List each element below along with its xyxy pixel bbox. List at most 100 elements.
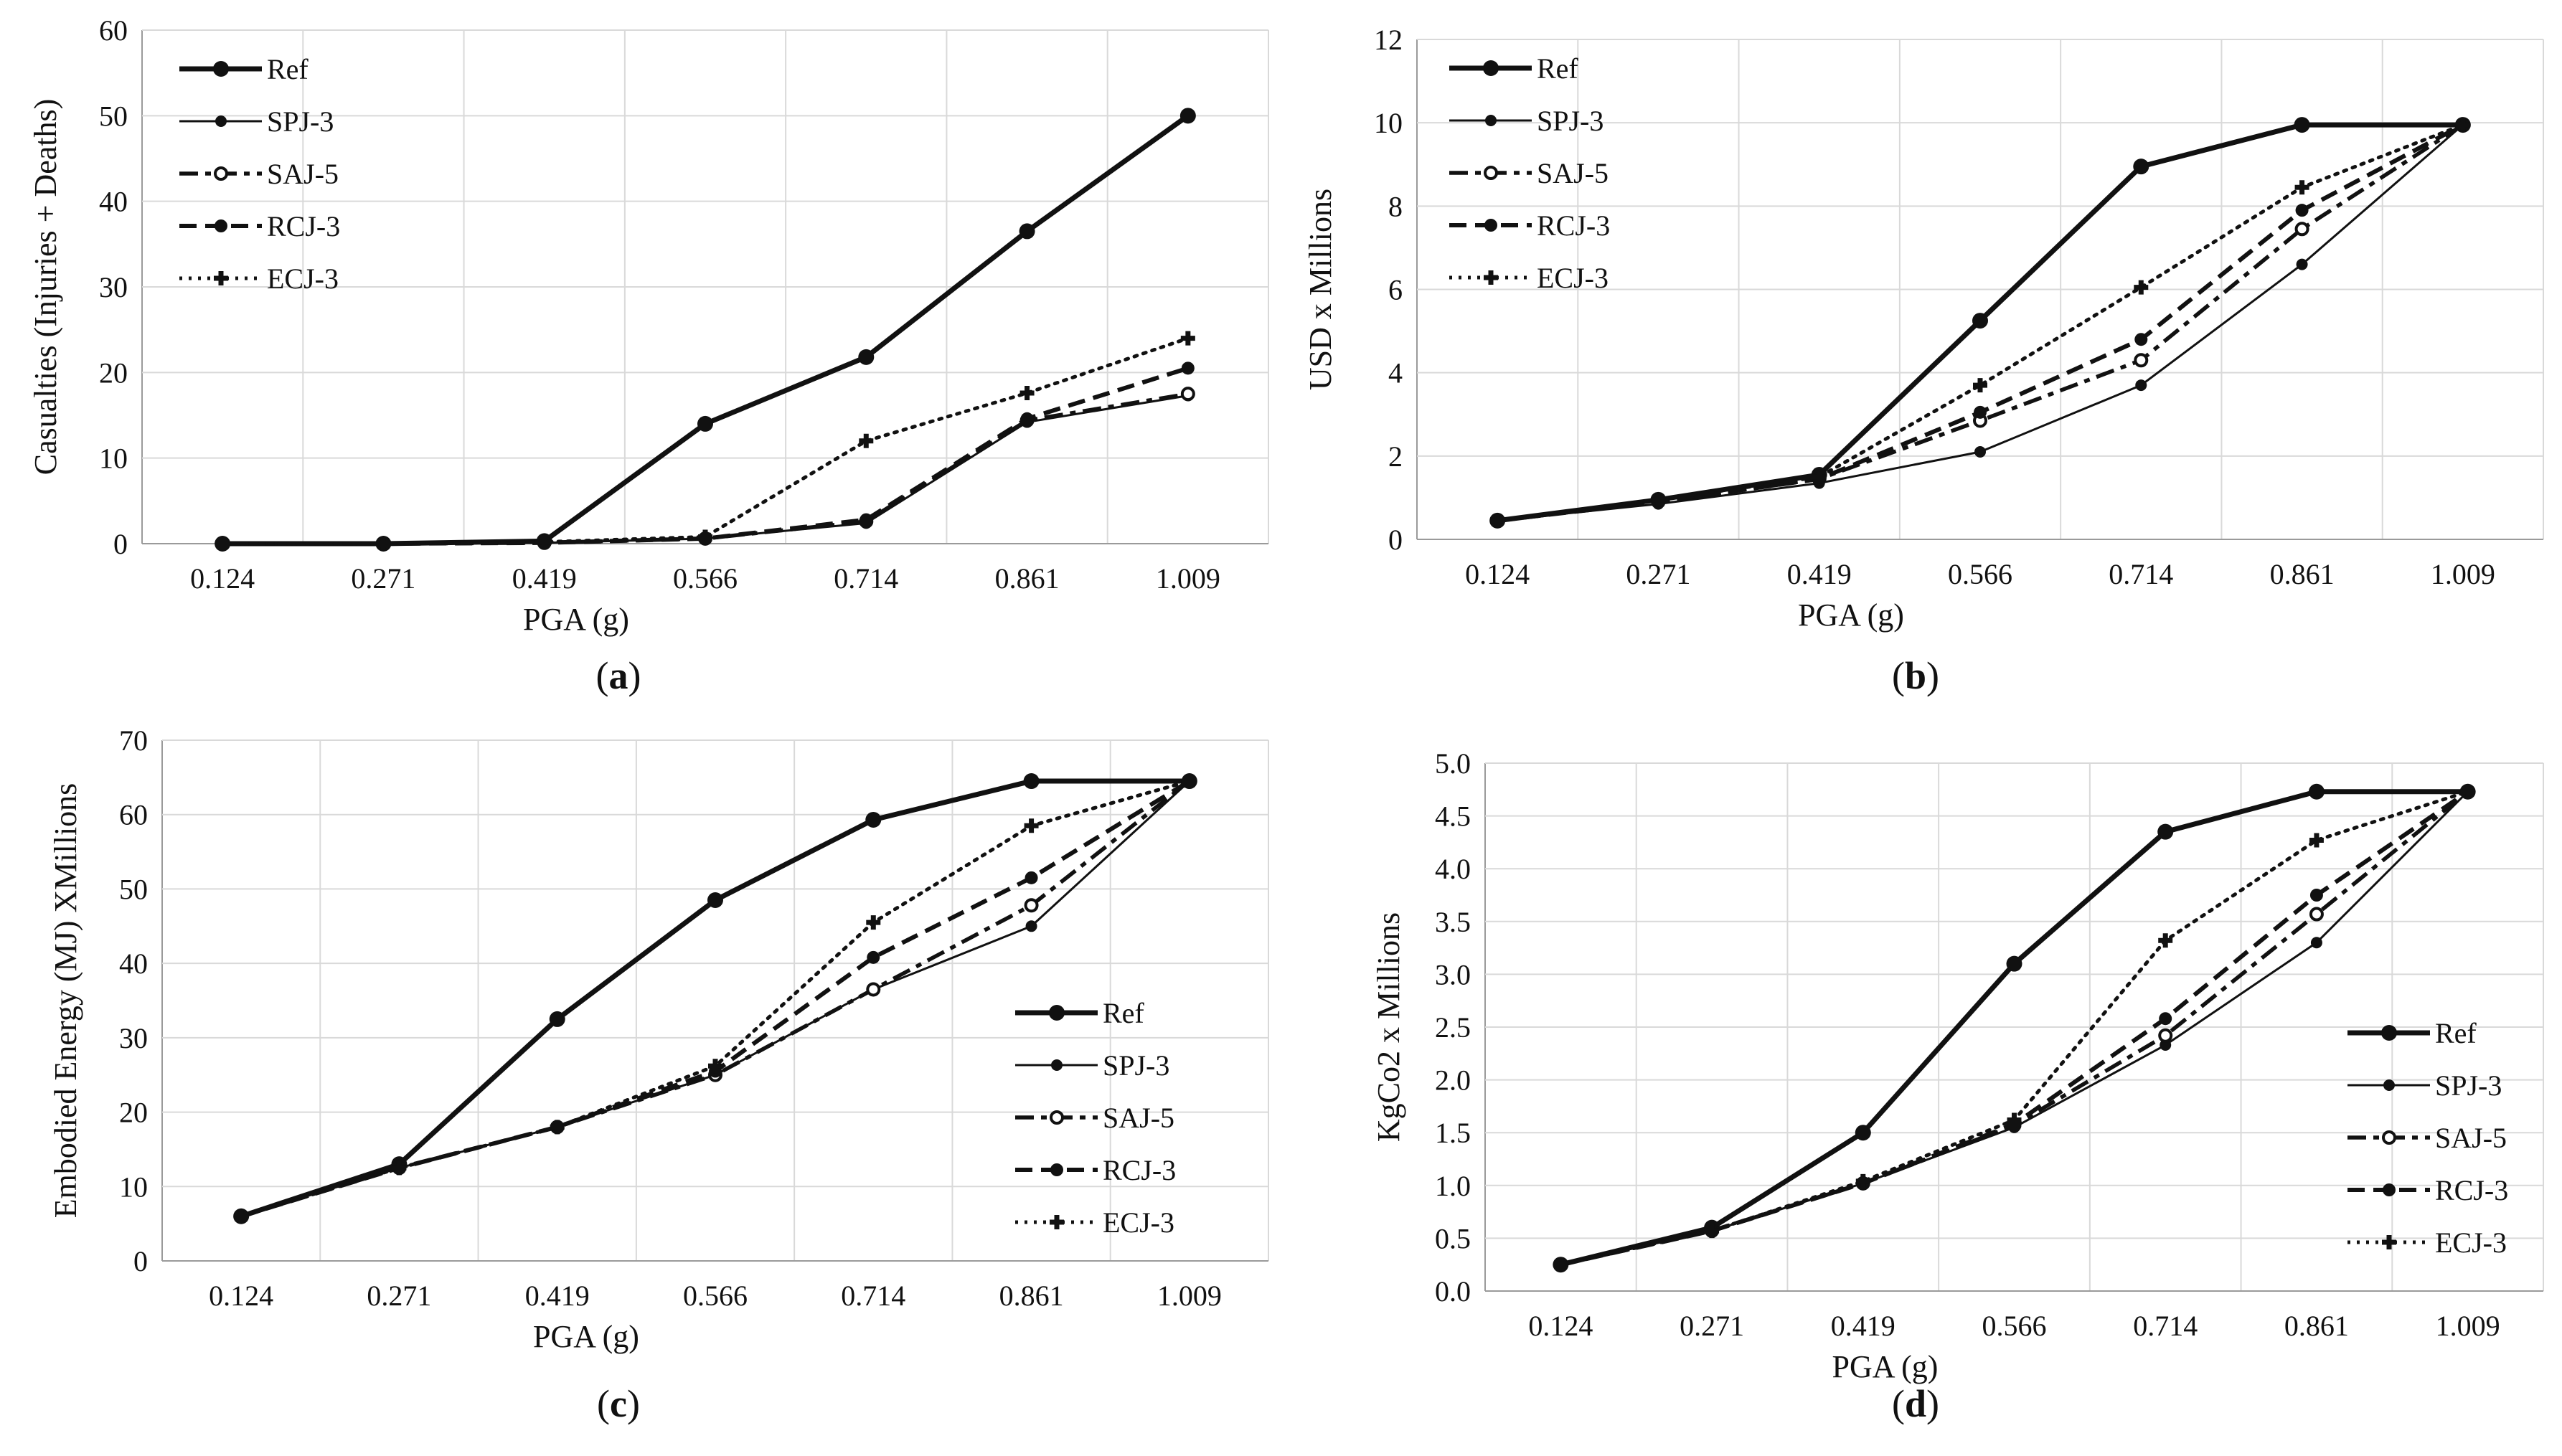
legend-label-ref: Ref (2435, 1017, 2477, 1049)
y-tick-label: 0.0 (1435, 1275, 1471, 1308)
series-ecj-3 (234, 774, 1197, 1224)
panel-label: (b) (1892, 654, 1939, 697)
data-point-ecj-3 (1019, 385, 1035, 400)
y-tick-label: 2 (1388, 440, 1403, 473)
legend: Ref SPJ-3 SAJ-5 RCJ-3 ECJ-3 (2347, 1017, 2508, 1259)
x-tick-label: 0.714 (834, 562, 898, 595)
series-line-ref (240, 778, 1190, 1219)
data-point-ref (2308, 783, 2325, 800)
legend: Ref SPJ-3 SAJ-5 RCJ-3 ECJ-3 (1449, 52, 1610, 294)
legend-label-ecj-3: ECJ-3 (2435, 1226, 2507, 1259)
y-axis-title: Embodied Energy (MJ) XMillions (48, 783, 83, 1219)
x-axis-title: PGA (g) (533, 1319, 639, 1354)
series-line-ecj-3 (1558, 790, 2470, 1267)
x-tick-label: 0.124 (209, 1280, 273, 1312)
data-point-ecj-3 (859, 433, 874, 448)
data-point-ecj-3 (1182, 774, 1197, 789)
panel-label: (c) (597, 1382, 640, 1425)
data-point-ecj-3 (2294, 180, 2309, 195)
legend-marker-ref (1483, 60, 1499, 76)
x-tick-label: 1.009 (1156, 562, 1220, 595)
y-tick-label: 50 (119, 873, 148, 905)
legend-marker-ecj-3 (1050, 1215, 1064, 1229)
y-tick-label: 0 (113, 528, 128, 560)
series-line-spj-3 (240, 780, 1190, 1218)
legend-marker-ecj-3 (2382, 1235, 2396, 1249)
y-tick-label: 50 (99, 100, 128, 132)
x-tick-label: 0.124 (1528, 1310, 1593, 1342)
data-point-ecj-3 (1855, 1173, 1870, 1188)
x-tick-label: 1.009 (2436, 1310, 2500, 1342)
legend-marker-ecj-3 (214, 271, 228, 285)
data-point-ref (865, 811, 882, 828)
data-point-rcj-3 (2159, 1012, 2172, 1026)
legend-label-rcj-3: RCJ-3 (267, 210, 340, 242)
legend-label-ecj-3: ECJ-3 (1103, 1206, 1174, 1239)
x-tick-label: 0.419 (1787, 558, 1852, 590)
legend-label-saj-5: SAJ-5 (2435, 1122, 2507, 1154)
data-point-ref (2294, 117, 2310, 133)
data-point-ecj-3 (215, 536, 230, 551)
x-tick-label: 1.009 (2431, 558, 2495, 590)
data-point-ecj-3 (537, 534, 552, 549)
x-tick-label: 0.124 (190, 562, 255, 595)
series-ref (233, 773, 1197, 1224)
series-line-ecj-3 (239, 779, 1192, 1219)
data-point-spj-3 (2296, 258, 2308, 270)
x-axis-title: PGA (g) (1798, 597, 1904, 633)
y-tick-label: 1.0 (1435, 1170, 1471, 1202)
data-point-ref (697, 415, 713, 432)
x-tick-label: 0.861 (2284, 1310, 2349, 1342)
chart-panel-d: 0.0 0.5 1.0 1.5 2.0 2.5 3.0 3.5 4.0 4.5 5.0 0.124 0.… (1371, 747, 2544, 1425)
series-spj-3 (235, 775, 1195, 1222)
x-tick-label: 0.271 (351, 562, 415, 595)
y-tick-label: 70 (119, 724, 148, 757)
y-tick-label: 10 (119, 1171, 148, 1203)
data-point-ref (1019, 223, 1035, 240)
data-point-ecj-3 (2158, 933, 2173, 948)
legend-marker-saj-5 (1484, 166, 1498, 180)
y-tick-label: 3.5 (1435, 906, 1471, 938)
data-point-ecj-3 (1024, 818, 1039, 833)
series-line-rcj-3 (240, 779, 1191, 1219)
legend-marker-ref (1049, 1005, 1065, 1021)
panel-label: (d) (1892, 1382, 1939, 1425)
legend: Ref SPJ-3 SAJ-5 RCJ-3 ECJ-3 (1015, 997, 1176, 1239)
data-point-ecj-3 (376, 536, 391, 551)
y-tick-label: 4.0 (1435, 853, 1471, 885)
legend-marker-ecj-3 (1484, 270, 1498, 285)
y-tick-label: 10 (99, 443, 128, 475)
data-point-rcj-3 (860, 513, 873, 526)
x-axis-title: PGA (g) (523, 602, 629, 637)
y-tick-label: 40 (99, 186, 128, 218)
x-tick-label: 0.861 (995, 562, 1060, 595)
data-point-ecj-3 (1812, 469, 1827, 484)
data-point-ref (1855, 1125, 1871, 1141)
series-saj-5 (1553, 784, 2475, 1272)
y-tick-label: 1.5 (1435, 1117, 1471, 1149)
data-point-rcj-3 (2309, 889, 2323, 902)
data-point-spj-3 (2135, 379, 2147, 392)
data-point-ecj-3 (2007, 1112, 2022, 1128)
legend-label-saj-5: SAJ-5 (267, 158, 339, 190)
chart-panel-a: 0 10 20 30 40 50 60 0.124 0.271 0.419 0.566 0.714 0.… (28, 14, 1269, 697)
data-point-ref (707, 892, 723, 908)
x-tick-label: 0.419 (525, 1280, 590, 1312)
y-tick-label: 4.5 (1435, 800, 1471, 833)
y-tick-label: 12 (1374, 24, 1403, 56)
data-point-ecj-3 (1490, 513, 1505, 528)
y-tick-label: 2.0 (1435, 1064, 1471, 1097)
legend-marker-rcj-3 (1050, 1163, 1063, 1176)
y-tick-label: 6 (1388, 274, 1403, 306)
data-point-ecj-3 (2309, 833, 2324, 848)
series-ecj-3 (1553, 784, 2475, 1272)
legend-label-ref: Ref (1103, 997, 1144, 1029)
legend-marker-rcj-3 (2383, 1183, 2396, 1196)
legend-label-ref: Ref (1537, 52, 1578, 85)
data-point-saj-5 (2294, 222, 2309, 237)
series-rcj-3 (235, 775, 1196, 1223)
legend-label-ecj-3: ECJ-3 (1537, 262, 1609, 294)
data-point-ref (1023, 773, 1040, 790)
x-tick-label: 0.714 (841, 1280, 905, 1312)
x-tick-label: 0.124 (1465, 558, 1530, 590)
